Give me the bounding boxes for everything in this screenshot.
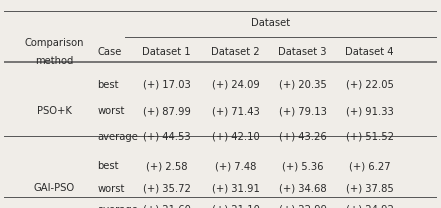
Text: best: best [97,161,119,171]
Text: (+) 2.58: (+) 2.58 [146,161,187,171]
Text: (+) 42.10: (+) 42.10 [212,132,259,142]
Text: (+) 22.05: (+) 22.05 [346,80,393,90]
Text: (+) 37.85: (+) 37.85 [346,184,393,194]
Text: (+) 51.52: (+) 51.52 [346,132,394,142]
Text: Dataset: Dataset [250,19,290,28]
Text: GAI-PSO: GAI-PSO [34,183,75,193]
Text: (+) 44.53: (+) 44.53 [143,132,190,142]
Text: (+) 21.60: (+) 21.60 [142,205,191,208]
Text: (+) 31.91: (+) 31.91 [212,184,260,194]
Text: (+) 17.03: (+) 17.03 [142,80,191,90]
Text: (+) 7.48: (+) 7.48 [215,161,256,171]
Text: Dataset 4: Dataset 4 [345,47,394,57]
Text: (+) 91.33: (+) 91.33 [346,106,393,116]
Text: (+) 24.92: (+) 24.92 [346,205,393,208]
Text: worst: worst [97,184,125,194]
Text: average: average [97,132,138,142]
Text: (+) 6.27: (+) 6.27 [349,161,390,171]
Text: (+) 21.10: (+) 21.10 [212,205,260,208]
Text: PSO+K: PSO+K [37,106,71,116]
Text: (+) 5.36: (+) 5.36 [282,161,323,171]
Text: (+) 34.68: (+) 34.68 [279,184,326,194]
Text: (+) 35.72: (+) 35.72 [142,184,191,194]
Text: (+) 20.35: (+) 20.35 [279,80,326,90]
Text: Dataset 2: Dataset 2 [211,47,260,57]
Text: (+) 87.99: (+) 87.99 [142,106,191,116]
Text: average: average [97,205,138,208]
Text: (+) 24.09: (+) 24.09 [212,80,259,90]
Text: Dataset 3: Dataset 3 [278,47,327,57]
Text: (+) 71.43: (+) 71.43 [212,106,259,116]
Text: Comparison: Comparison [24,38,84,48]
Text: best: best [97,80,119,90]
Text: Case: Case [97,47,122,57]
Text: Dataset 1: Dataset 1 [142,47,191,57]
Text: method: method [35,56,73,66]
Text: (+) 79.13: (+) 79.13 [279,106,326,116]
Text: (+) 43.26: (+) 43.26 [279,132,326,142]
Text: worst: worst [97,106,125,116]
Text: (+) 22.99: (+) 22.99 [279,205,327,208]
